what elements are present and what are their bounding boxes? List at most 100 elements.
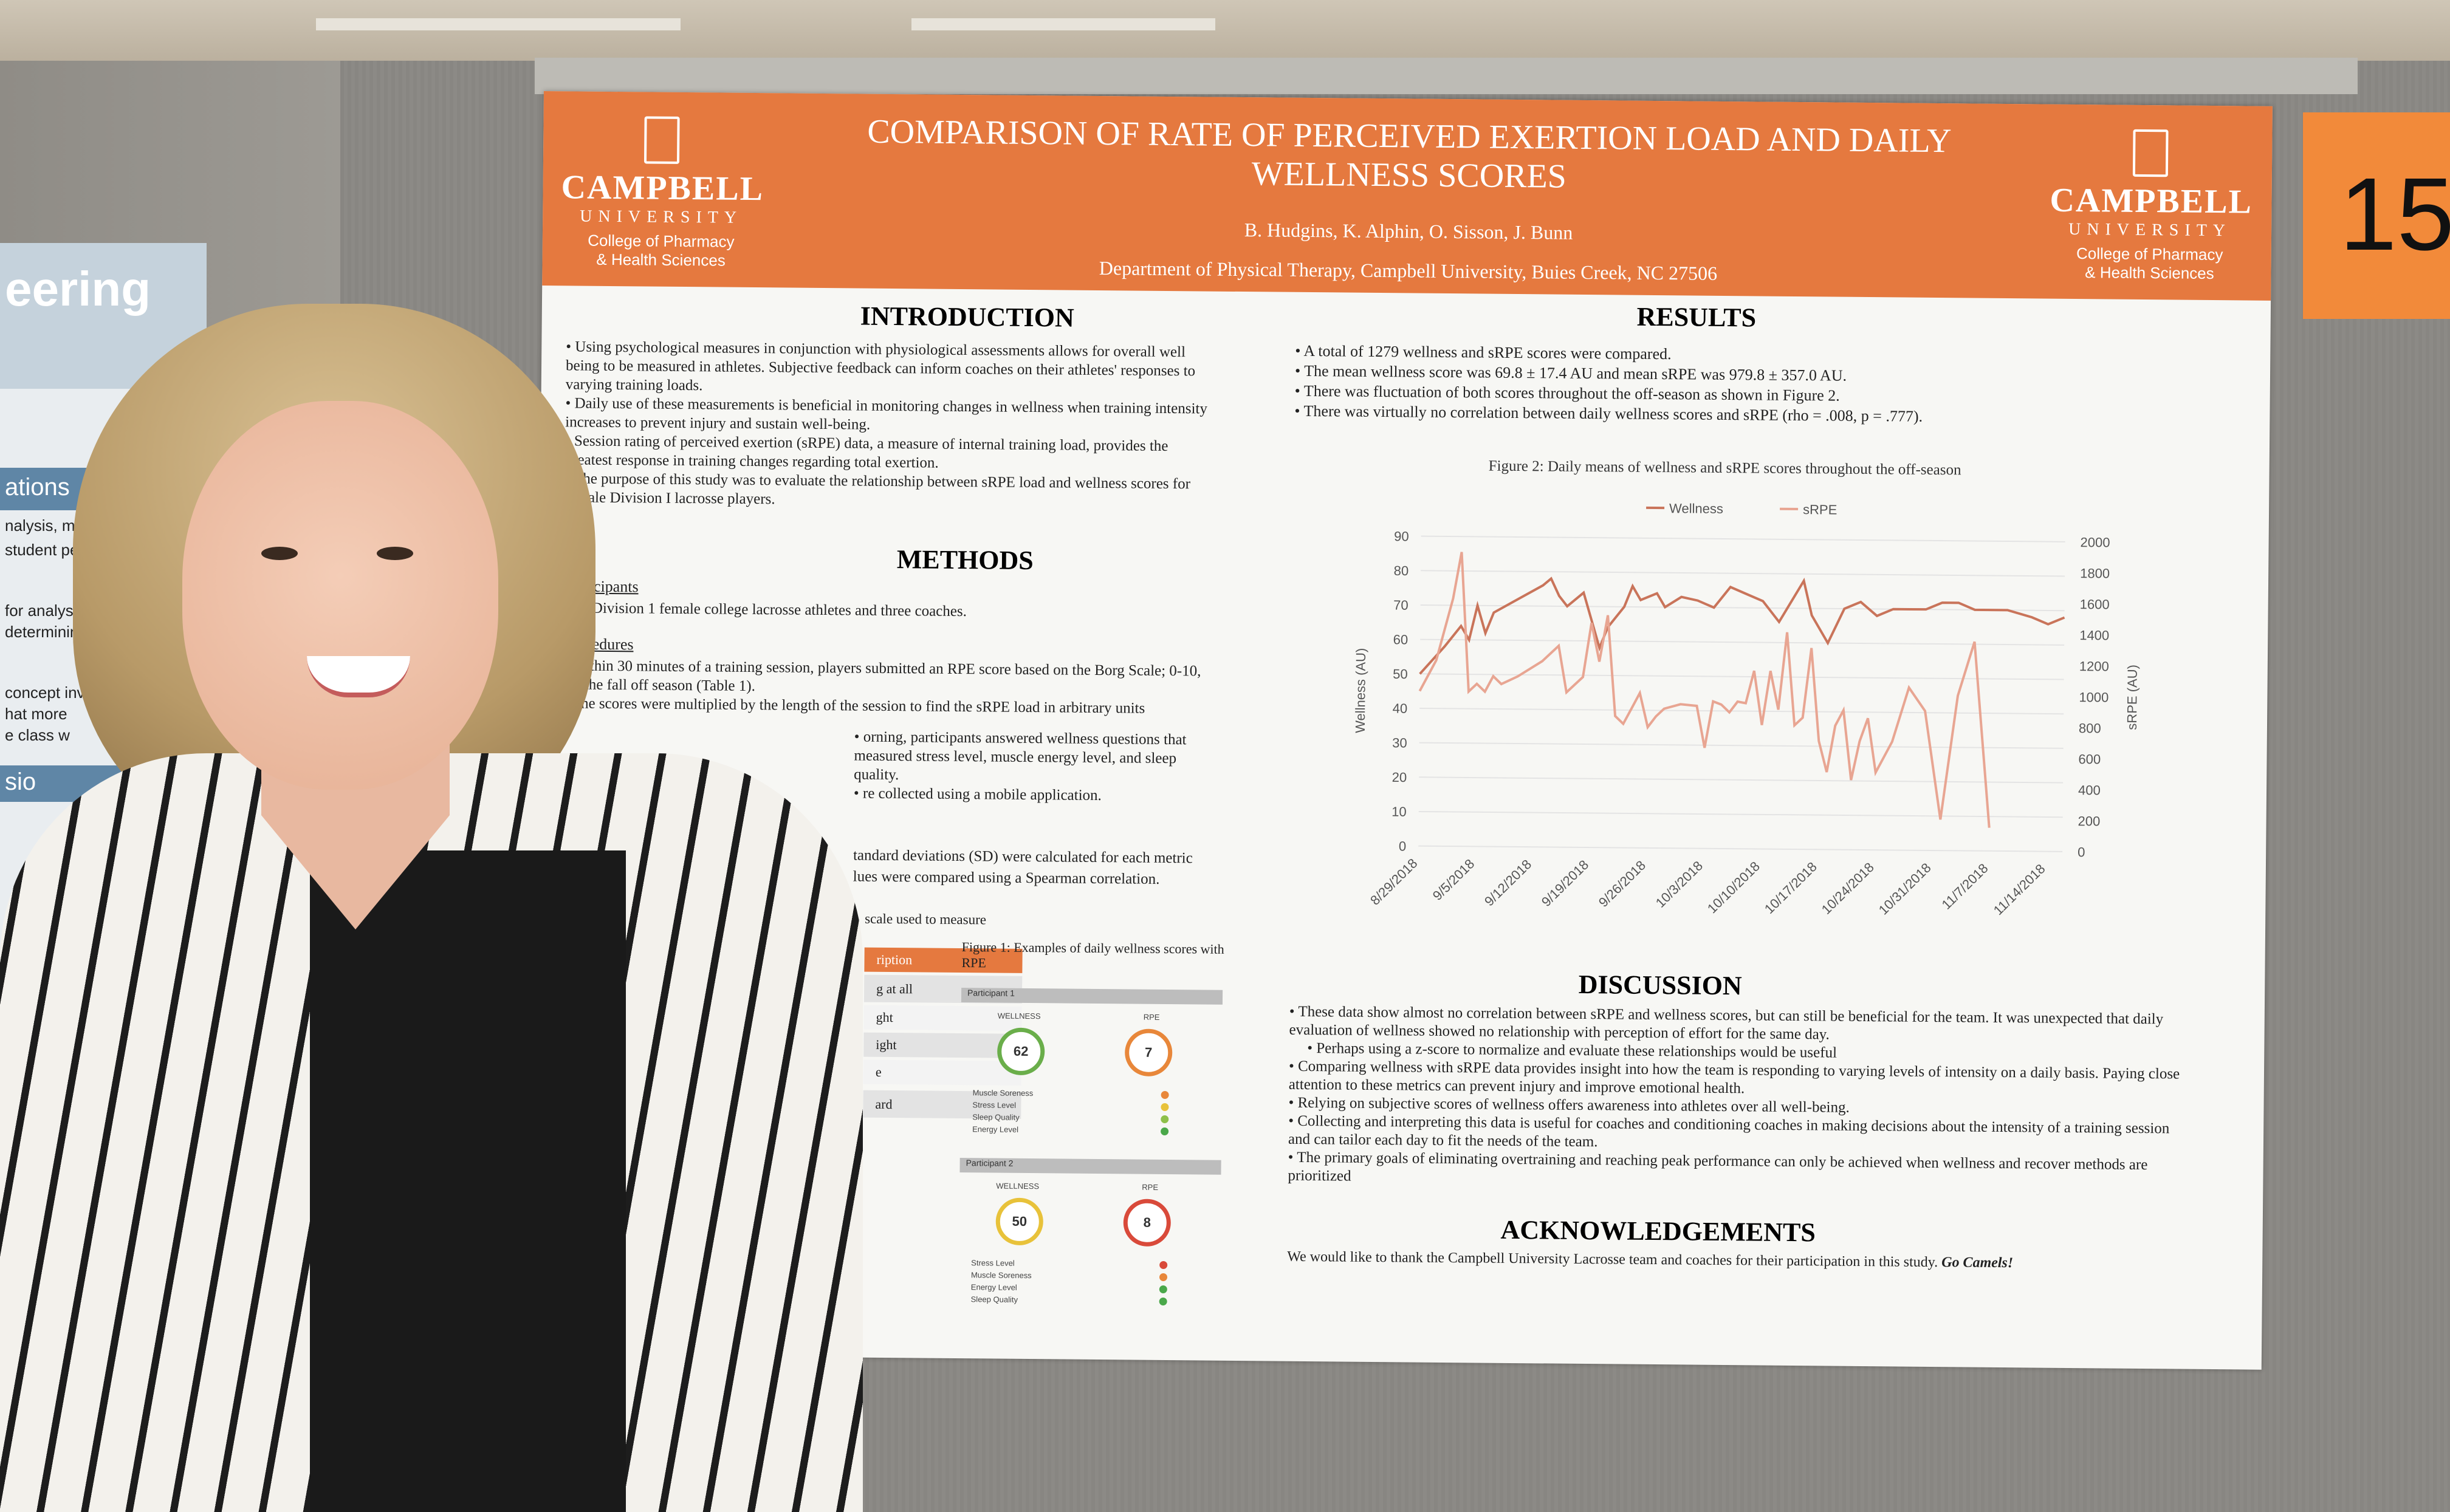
- y2-tick-label: 600: [2078, 751, 2101, 767]
- status-dot: [1161, 1103, 1169, 1112]
- y2-tick-label: 1800: [2080, 566, 2110, 581]
- crest-icon: [2132, 129, 2169, 177]
- y2-tick-label: 800: [2079, 720, 2101, 736]
- metric-label: Energy Level: [970, 1282, 1017, 1292]
- wellness-score-circle: 62: [997, 1027, 1045, 1076]
- crest-icon: [643, 116, 680, 164]
- chart-svg: 0 10 20 30 40 50 60 70 80 90 0 200 400 600 800 1000 1200…: [1353, 501, 2140, 918]
- gridline: [1421, 570, 2065, 577]
- y-tick-label: 70: [1393, 598, 1409, 613]
- rpe-label: RPE: [1143, 1012, 1160, 1022]
- y-tick-label: 80: [1394, 563, 1409, 578]
- status-dot: [1159, 1285, 1167, 1294]
- x-tick-label: 9/26/2018: [1596, 858, 1649, 910]
- gridline: [1418, 845, 2063, 852]
- research-poster: CAMPBELL UNIVERSITY College of Pharmacy …: [532, 91, 2273, 1370]
- wellness-label: WELLNESS: [997, 1011, 1041, 1021]
- poster-title: COMPARISON OF RATE OF PERCEIVED EXERTION…: [867, 112, 1952, 196]
- logo-college: College of Pharmacy: [588, 231, 735, 251]
- wellness-srpe-chart: 0 10 20 30 40 50 60 70 80 90 0 200 400 600 800 1000 1200…: [1339, 487, 2157, 931]
- cubicle-frame: [535, 58, 2358, 94]
- gridline: [1420, 604, 2065, 612]
- wellness-label: WELLNESS: [996, 1181, 1040, 1191]
- neighbor-poster-text: eering: [5, 262, 151, 316]
- y-tick-label: 60: [1393, 632, 1409, 647]
- smile: [307, 656, 410, 697]
- participant-2-bar: Participant 2: [959, 1158, 1221, 1175]
- x-tick-label: 10/24/2018: [1819, 860, 1877, 917]
- x-tick-label: 9/5/2018: [1430, 856, 1478, 903]
- results-list: A total of 1279 wellness and sRPE scores…: [1294, 341, 2206, 429]
- status-dot: [1161, 1090, 1169, 1100]
- poster-department: Department of Physical Therapy, Campbell…: [1099, 256, 1718, 284]
- acknowledgements-body: We would like to thank the Campbell Univ…: [1287, 1248, 1938, 1271]
- y2-tick-label: 1200: [2079, 659, 2109, 674]
- university-logo-left: CAMPBELL UNIVERSITY College of Pharmacy …: [560, 115, 764, 270]
- gridline: [1419, 742, 2064, 749]
- y2-axis-label: sRPE (AU): [2124, 665, 2140, 730]
- neighbor-poster-text: sio: [5, 768, 36, 795]
- y-tick-label: 20: [1392, 770, 1407, 785]
- series-wellness-line: [1419, 576, 2065, 675]
- gridline: [1419, 673, 2064, 680]
- y-tick-label: 0: [1399, 838, 1406, 853]
- wellness-score-circle: 50: [995, 1197, 1044, 1246]
- y-axis-label: Wellness (AU): [1353, 648, 1368, 733]
- gridline: [1419, 707, 2064, 715]
- y2-tick-label: 0: [2078, 844, 2085, 860]
- gridline: [1418, 810, 2063, 818]
- y2-tick-label: 1600: [2080, 597, 2110, 612]
- eye: [377, 547, 413, 560]
- gridline: [1419, 776, 2064, 784]
- acknowledgements-text: We would like to thank the Campbell Univ…: [1287, 1249, 2198, 1273]
- ceiling-light: [316, 18, 681, 30]
- presenter-face: [182, 401, 498, 790]
- rpe-label: RPE: [1142, 1182, 1159, 1192]
- booth-number-tag: 15: [2303, 112, 2450, 319]
- status-dot: [1159, 1261, 1168, 1270]
- logo-college: & Health Sciences: [2085, 263, 2214, 282]
- chart-title: Figure 2: Daily means of wellness and sR…: [1488, 457, 1961, 479]
- logo-name: CAMPBELL: [2050, 181, 2253, 221]
- gridline: [1421, 535, 2065, 542]
- status-dot: [1159, 1273, 1168, 1282]
- metric-label: Muscle Soreness: [972, 1088, 1034, 1098]
- presenter: [0, 304, 863, 1512]
- legend-label-srpe: sRPE: [1803, 502, 1837, 517]
- metric-label: Stress Level: [971, 1258, 1015, 1268]
- y-tick-label: 40: [1393, 701, 1408, 716]
- status-dot: [1161, 1115, 1169, 1124]
- logo-college: & Health Sciences: [596, 250, 726, 270]
- ceiling: [0, 0, 2450, 67]
- participant-1-bar: Participant 1: [961, 988, 1223, 1005]
- ceiling-light: [911, 18, 1215, 30]
- figure-1-caption: Figure 1: Examples of daily wellness sco…: [961, 939, 1224, 971]
- presenter-shirt: [310, 850, 626, 1512]
- x-tick-label: 10/3/2018: [1653, 858, 1706, 910]
- university-logo-right: CAMPBELL UNIVERSITY College of Pharmacy …: [2049, 129, 2253, 284]
- booth-number: 15: [2339, 157, 2450, 272]
- metric-label: Sleep Quality: [972, 1112, 1020, 1122]
- neighbor-poster-text: hat more: [5, 705, 67, 723]
- status-dot: [1161, 1127, 1169, 1136]
- metric-label: Muscle Soreness: [970, 1270, 1032, 1281]
- x-tick-label: 10/10/2018: [1704, 858, 1763, 916]
- logo-university: UNIVERSITY: [580, 207, 743, 227]
- acknowledgements-emphasis: Go Camels!: [1941, 1254, 2014, 1271]
- acknowledgements-heading: ACKNOWLEDGEMENTS: [1500, 1214, 1816, 1248]
- discussion-heading: DISCUSSION: [1578, 969, 1742, 1001]
- neighbor-poster-text: ations: [5, 474, 70, 501]
- y2-tick-label: 200: [2078, 813, 2101, 829]
- gridline: [1420, 638, 2065, 646]
- results-heading: RESULTS: [1636, 301, 1757, 333]
- y2-tick-label: 2000: [2081, 535, 2110, 550]
- metric-label: Sleep Quality: [970, 1295, 1018, 1304]
- x-tick-label: 10/17/2018: [1762, 859, 1820, 917]
- y-tick-label: 10: [1391, 804, 1407, 819]
- x-tick-label: 9/12/2018: [1481, 857, 1534, 909]
- table-caption: scale used to measure: [865, 911, 987, 928]
- y2-tick-label: 1400: [2079, 628, 2109, 643]
- x-tick-label: 10/31/2018: [1876, 860, 1934, 918]
- y2-tick-label: 400: [2078, 782, 2101, 798]
